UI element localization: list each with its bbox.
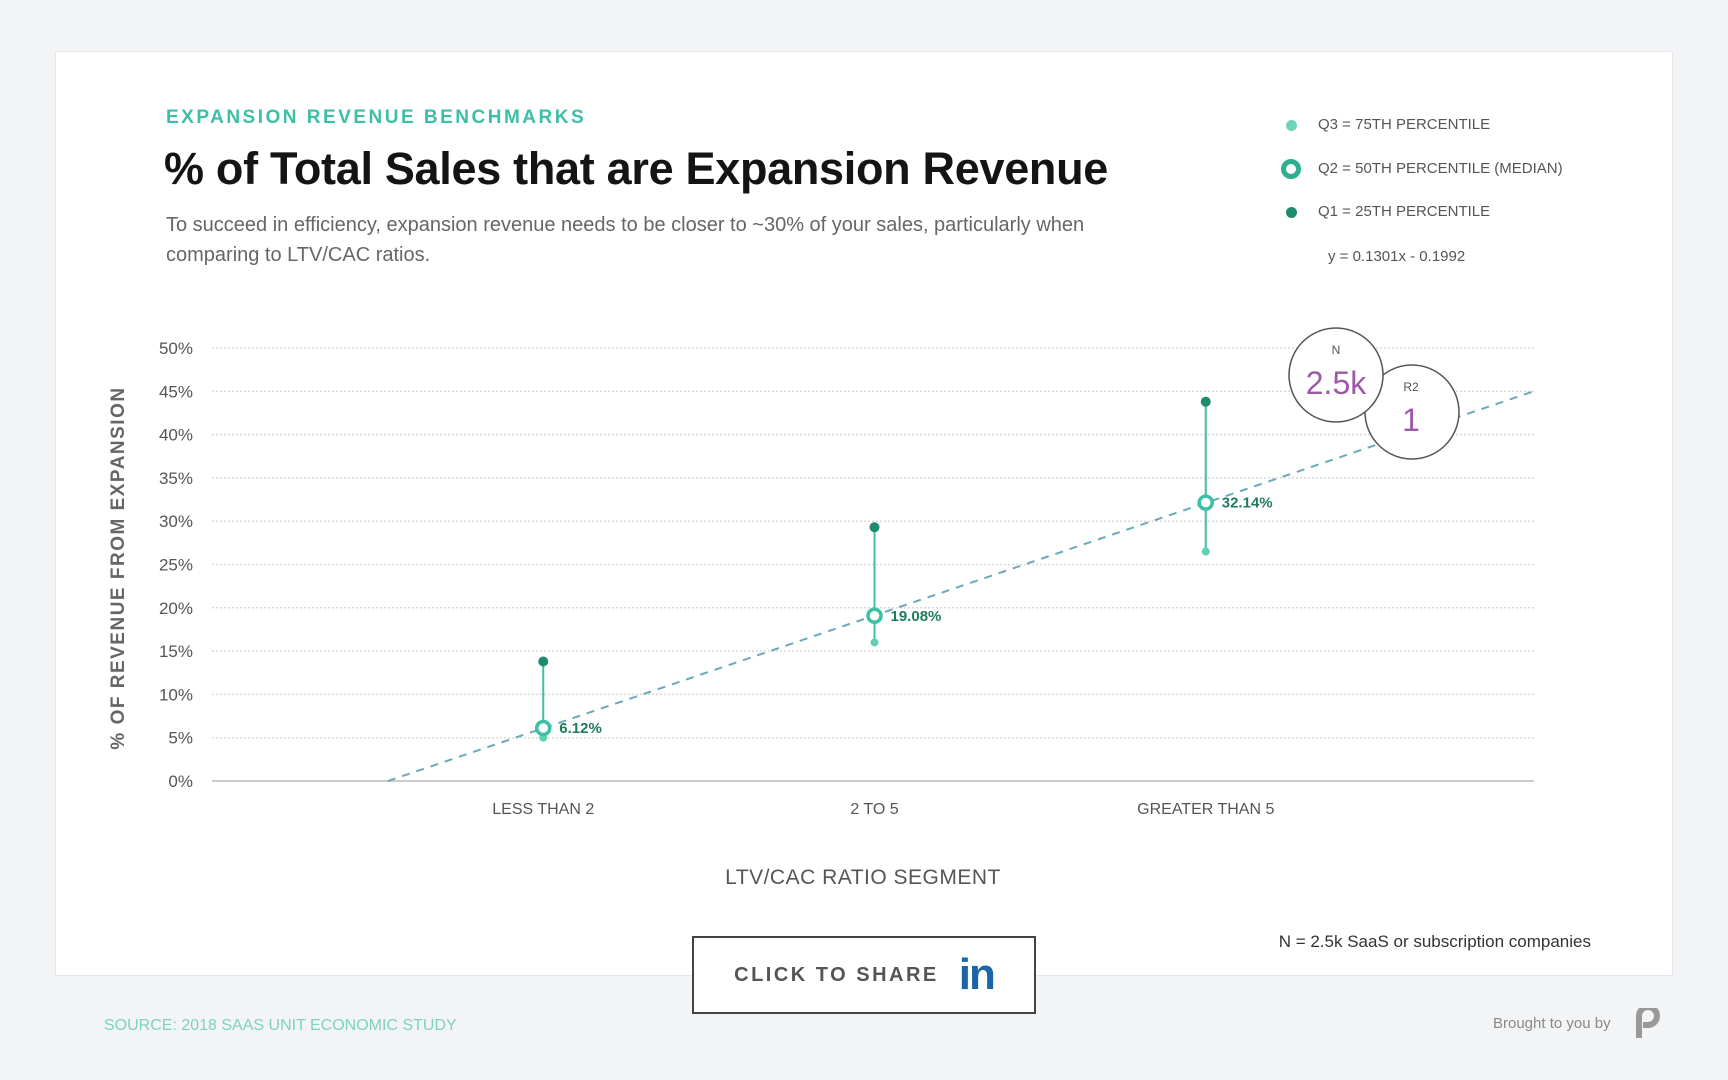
y-tick-label: 25% — [159, 556, 193, 575]
page-title: % of Total Sales that are Expansion Reve… — [164, 143, 1109, 194]
y-tick-label: 15% — [159, 642, 193, 661]
y-tick-label: 20% — [159, 599, 193, 618]
trendline — [387, 390, 1535, 782]
x-category-label: 2 TO 5 — [850, 801, 898, 818]
stats-bubbles: N 2.5k R2 1 — [1288, 327, 1460, 460]
legend-q1-marker — [1286, 207, 1297, 218]
r2-value: 1 — [1402, 402, 1420, 438]
brand-logo-icon — [1636, 1008, 1661, 1038]
y-tick-label: 10% — [159, 685, 193, 704]
x-category-label: GREATER THAN 5 — [1137, 801, 1274, 818]
y-tick-label: 40% — [159, 426, 193, 445]
legend-q2-label: Q2 = 50TH PERCENTILE (MEDIAN) — [1318, 160, 1563, 177]
y-tick-label: 35% — [159, 469, 193, 488]
x-category-label: LESS THAN 2 — [492, 801, 594, 818]
y-tick-label: 50% — [159, 339, 193, 358]
median-label: 6.12% — [559, 720, 602, 737]
median-point — [866, 607, 883, 625]
chart-card — [55, 51, 1673, 976]
q1-point — [1200, 396, 1211, 407]
median-label: 32.14% — [1222, 495, 1273, 512]
n-value: 2.5k — [1306, 365, 1367, 401]
source-link[interactable]: SOURCE: 2018 SAAS UNIT ECONOMIC STUDY — [104, 1017, 457, 1034]
x-axis-title: LTV/CAC RATIO SEGMENT — [725, 866, 1001, 889]
share-label: CLICK TO SHARE — [734, 963, 939, 986]
legend-q2-marker — [1281, 159, 1301, 179]
n-label: N — [1332, 343, 1341, 357]
y-tick-label: 30% — [159, 512, 193, 531]
median-point — [535, 719, 552, 737]
q1-point — [538, 656, 549, 667]
brought-by-text: Brought to you by — [1493, 1015, 1611, 1032]
y-tick-label: 45% — [159, 382, 193, 401]
r2-label: R2 — [1403, 380, 1419, 394]
y-tick-label: 0% — [168, 772, 193, 791]
legend-q3-marker — [1286, 120, 1297, 131]
legend-q1-label: Q1 = 25TH PERCENTILE — [1318, 203, 1491, 220]
linkedin-icon: in — [958, 950, 996, 999]
legend-q3-label: Q3 = 75TH PERCENTILE — [1318, 116, 1491, 133]
q3-point — [1201, 547, 1210, 556]
median-point — [1197, 494, 1214, 511]
q3-point — [870, 638, 879, 647]
eyebrow: EXPANSION REVENUE BENCHMARKS — [166, 107, 587, 128]
trend-equation: y = 0.1301x - 0.1992 — [1328, 248, 1466, 265]
median-label: 19.08% — [891, 608, 942, 625]
subtitle: To succeed in efficiency, expansion reve… — [166, 214, 1085, 266]
footnote: N = 2.5k SaaS or subscription companies — [1278, 932, 1591, 951]
y-tick-label: 5% — [168, 729, 193, 748]
n-bubble — [1288, 327, 1384, 423]
q1-point — [869, 522, 880, 533]
share-linkedin-button[interactable]: CLICK TO SHARE in — [692, 936, 1036, 1014]
y-axis-title: % OF REVENUE FROM EXPANSION — [108, 386, 129, 750]
